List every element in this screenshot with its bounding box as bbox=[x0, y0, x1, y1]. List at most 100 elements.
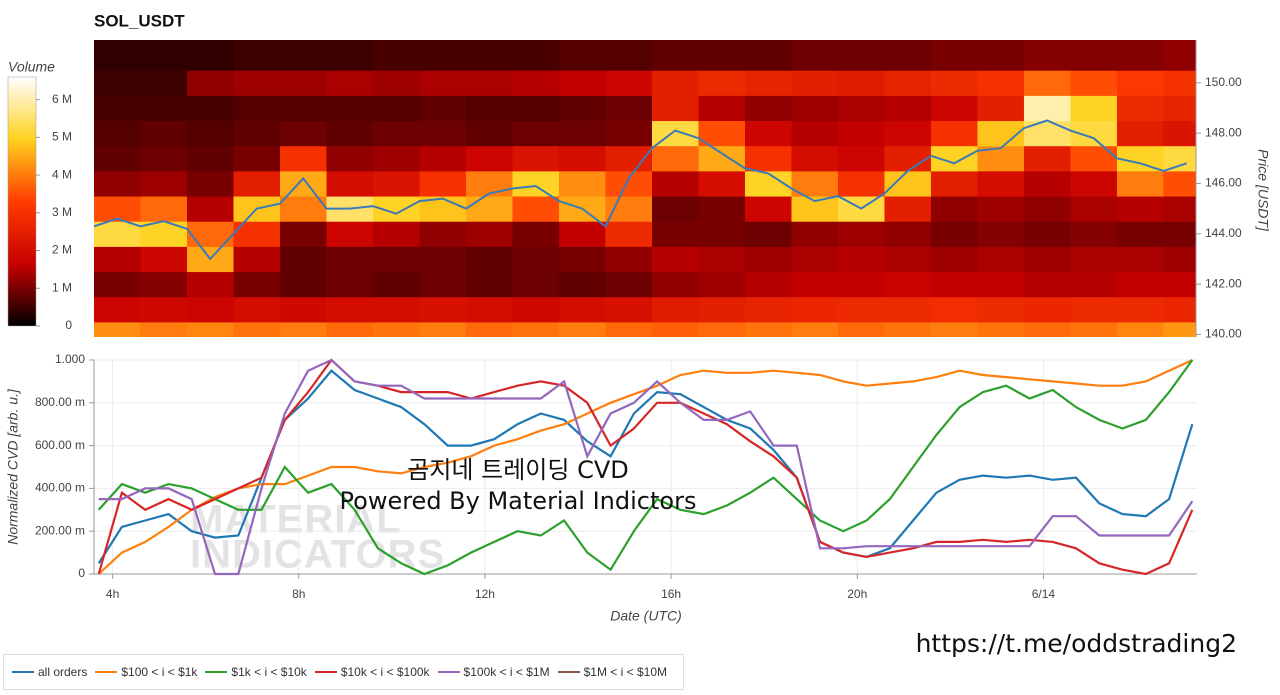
heatmap-cell bbox=[698, 145, 746, 172]
heatmap-cell bbox=[977, 321, 1025, 337]
heatmap-cell bbox=[1116, 170, 1164, 197]
legend-label: $1M < i < $10M bbox=[583, 665, 667, 679]
heatmap-cell bbox=[558, 145, 606, 172]
legend-item[interactable]: $100k < i < $1M bbox=[437, 665, 550, 679]
heatmap-cell bbox=[1070, 296, 1118, 323]
heatmap-cell bbox=[977, 170, 1025, 197]
heatmap-cell bbox=[94, 145, 141, 172]
heatmap-cell bbox=[94, 120, 141, 147]
heatmap-cell bbox=[791, 246, 839, 273]
heatmap-cell bbox=[1070, 196, 1118, 222]
heatmap-cell bbox=[1163, 246, 1196, 273]
heatmap-cell bbox=[744, 271, 792, 298]
heatmap-cell bbox=[140, 170, 188, 197]
heatmap-cell bbox=[1163, 196, 1196, 222]
heatmap-cell bbox=[744, 321, 792, 337]
heatmap-cell bbox=[744, 196, 792, 222]
heatmap-cell bbox=[465, 145, 513, 172]
heatmap-cell bbox=[744, 246, 792, 273]
legend-swatch bbox=[205, 671, 228, 673]
heatmap-cell bbox=[326, 95, 374, 122]
heatmap-cell bbox=[930, 296, 978, 323]
heatmap-cell bbox=[558, 271, 606, 298]
heatmap-cell bbox=[140, 145, 188, 172]
heatmap-cell bbox=[326, 70, 374, 96]
heatmap-cell bbox=[698, 70, 746, 96]
heatmap-cell bbox=[419, 246, 467, 273]
heatmap-cell bbox=[1116, 120, 1164, 147]
legend-item[interactable]: $100 < i < $1k bbox=[95, 665, 197, 679]
heatmap-cell bbox=[744, 296, 792, 323]
heatmap-cell bbox=[326, 296, 374, 323]
heatmap-cell bbox=[233, 321, 281, 337]
heatmap-cell bbox=[791, 40, 839, 71]
heatmap-cell bbox=[465, 120, 513, 147]
heatmap-cells bbox=[94, 40, 1196, 337]
heatmap-cell bbox=[884, 40, 932, 71]
heatmap-cell bbox=[94, 246, 141, 273]
heatmap-cell bbox=[140, 40, 188, 71]
heatmap-cell bbox=[744, 120, 792, 147]
heatmap-cell bbox=[186, 145, 234, 172]
heatmap-cell bbox=[465, 321, 513, 337]
heatmap-cell bbox=[279, 145, 327, 172]
legend-item[interactable]: $1M < i < $10M bbox=[557, 665, 667, 679]
heatmap-cell bbox=[512, 196, 560, 222]
heatmap-cell bbox=[1023, 70, 1071, 96]
heatmap-cell bbox=[698, 321, 746, 337]
heatmap-cell bbox=[372, 246, 420, 273]
heatmap-cell bbox=[512, 271, 560, 298]
heatmap-cell bbox=[605, 196, 653, 222]
y-tick-label: 200.00 m bbox=[35, 523, 85, 537]
heatmap-cell bbox=[698, 196, 746, 222]
heatmap-cell bbox=[791, 95, 839, 122]
annotation: Powered By Material Indictors bbox=[340, 487, 697, 515]
heatmap-cell bbox=[977, 196, 1025, 222]
heatmap-cell bbox=[605, 40, 653, 71]
heatmap-cell bbox=[605, 145, 653, 172]
heatmap-cell bbox=[372, 296, 420, 323]
heatmap-cell bbox=[1023, 40, 1071, 71]
colorbar-tick-label: 4 M bbox=[52, 167, 72, 181]
annotation: 곰지네 트레이딩 CVD bbox=[407, 456, 628, 484]
y-tick-label: 1.000 bbox=[55, 352, 85, 366]
legend-item[interactable]: $10k < i < $100k bbox=[314, 665, 430, 679]
heatmap-cell bbox=[1023, 120, 1071, 147]
heatmap-cell bbox=[1070, 170, 1118, 197]
heatmap-cell bbox=[930, 271, 978, 298]
heatmap-cell bbox=[651, 40, 699, 71]
heatmap-cell bbox=[419, 170, 467, 197]
heatmap-cell bbox=[837, 70, 885, 96]
heatmap-cell bbox=[233, 70, 281, 96]
heatmap-cell bbox=[186, 221, 234, 247]
heatmap-cell bbox=[698, 170, 746, 197]
heatmap-cell bbox=[698, 246, 746, 273]
heatmap-cell bbox=[233, 145, 281, 172]
y-axis-title: Normalized CVD [arb. u.] bbox=[5, 388, 21, 545]
heatmap-cell bbox=[1116, 296, 1164, 323]
legend-item[interactable]: $1k < i < $10k bbox=[205, 665, 307, 679]
heatmap-cell bbox=[279, 40, 327, 71]
heatmap-cell bbox=[372, 271, 420, 298]
heatmap-cell bbox=[279, 246, 327, 273]
x-tick-label: 8h bbox=[292, 587, 305, 601]
heatmap-cell bbox=[837, 321, 885, 337]
y-tick-label: 142.00 bbox=[1205, 276, 1242, 290]
heatmap-cell bbox=[140, 246, 188, 273]
heatmap-cell bbox=[837, 246, 885, 273]
heatmap-cell bbox=[651, 145, 699, 172]
heatmap-cell bbox=[791, 221, 839, 247]
heatmap-cell bbox=[1163, 70, 1196, 96]
heatmap-cell bbox=[94, 296, 141, 323]
heatmap-cell bbox=[186, 70, 234, 96]
heatmap-cell bbox=[326, 120, 374, 147]
heatmap-cell bbox=[512, 95, 560, 122]
y-tick-label: 400.00 m bbox=[35, 481, 85, 495]
heatmap-cell bbox=[977, 271, 1025, 298]
heatmap-cell bbox=[605, 95, 653, 122]
heatmap-cell bbox=[698, 221, 746, 247]
legend-item[interactable]: all orders bbox=[12, 665, 87, 679]
heatmap-cell bbox=[837, 170, 885, 197]
heatmap-cell bbox=[512, 70, 560, 96]
heatmap-cell bbox=[419, 145, 467, 172]
